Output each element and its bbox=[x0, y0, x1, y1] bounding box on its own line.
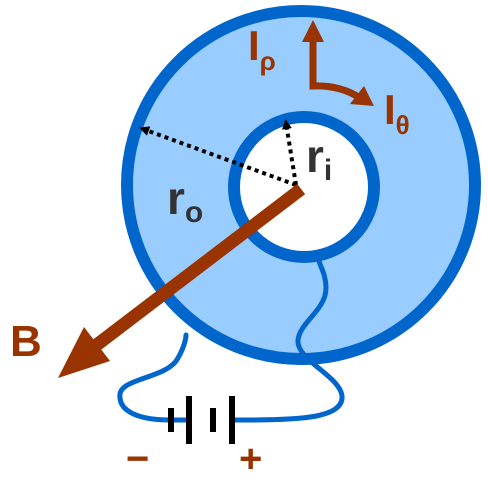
label-b-field: B bbox=[10, 317, 42, 366]
label-battery-minus: − bbox=[126, 437, 149, 481]
battery-wire bbox=[117, 253, 345, 423]
label-r-outer: ro bbox=[167, 172, 203, 229]
current-arrows bbox=[302, 20, 374, 106]
battery-symbol bbox=[168, 396, 246, 444]
label-i-theta: Iθ bbox=[384, 86, 410, 140]
r-outer-line bbox=[139, 126, 297, 187]
inner-hole bbox=[228, 111, 380, 263]
label-i-rho: Iρ bbox=[248, 22, 276, 76]
r-inner-line bbox=[282, 119, 298, 186]
b-field-arrow bbox=[58, 183, 306, 378]
label-r-inner: ri bbox=[306, 130, 332, 187]
label-battery-plus: + bbox=[239, 437, 262, 481]
